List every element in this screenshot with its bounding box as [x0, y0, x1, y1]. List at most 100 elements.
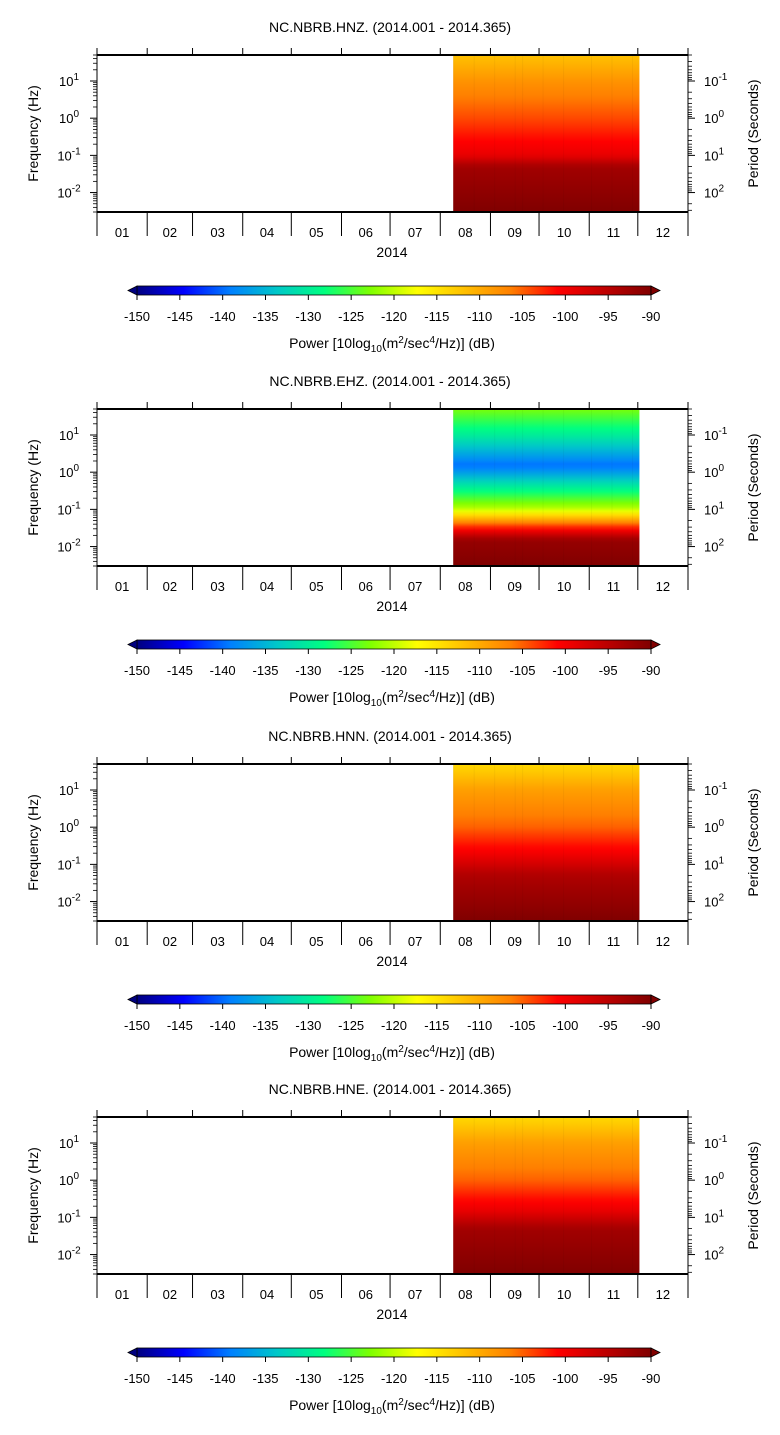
data-streak — [631, 409, 633, 566]
y2-tick-label: 101 — [704, 146, 724, 163]
data-streak — [591, 1117, 593, 1274]
colorbar-high-arrow — [650, 994, 661, 1005]
colorbar-tick-label: -95 — [599, 663, 618, 678]
x-tick-label: 03 — [210, 579, 224, 594]
colorbar — [136, 994, 652, 1005]
colorbar-tick-label: -130 — [295, 309, 321, 324]
y2-tick-label: 101 — [704, 500, 724, 517]
data-streak — [542, 1117, 544, 1274]
colorbar-high-arrow — [650, 639, 661, 650]
colorbar — [136, 285, 652, 296]
x-tick-label: 05 — [309, 225, 323, 240]
panel-4: NC.NBRB.HNE. (2014.001 - 2014.365) 01 02 03… — [25, 1081, 761, 1417]
y-tick-label: 101 — [59, 781, 79, 798]
colorbar-tick-label: -125 — [338, 309, 364, 324]
colorbar-tick-label: -120 — [381, 309, 407, 324]
colorbar-label: Power [10log10(m2/sec4/Hz)] (dB) — [289, 1044, 495, 1064]
colorbar-tick-label: -95 — [599, 1018, 618, 1033]
colorbar-tick-label: -145 — [167, 309, 193, 324]
colorbar-low-arrow — [127, 285, 138, 296]
y2-tick-label: 10-1 — [704, 72, 728, 89]
colorbar-tick-label: -95 — [599, 1371, 618, 1386]
colorbar-tick-label: -105 — [509, 1371, 535, 1386]
y-tick-label: 100 — [59, 1171, 79, 1188]
spectrogram-data — [453, 409, 640, 566]
colorbar-tick-label: -150 — [124, 1018, 150, 1033]
y2-tick-label: 100 — [704, 463, 724, 480]
y2-tick-label: 102 — [704, 184, 724, 201]
y2-axis-label: Period (Seconds) — [745, 433, 761, 541]
x-tick-label: 07 — [408, 579, 422, 594]
x-axis-label: 2014 — [376, 953, 407, 969]
colorbar — [136, 639, 652, 650]
y2-axis-label: Period (Seconds) — [745, 1141, 761, 1249]
data-streak — [494, 409, 496, 566]
data-streak — [542, 764, 544, 921]
colorbar-tick-label: -145 — [167, 1018, 193, 1033]
data-streak — [542, 55, 544, 212]
x-tick-label: 10 — [557, 579, 571, 594]
colorbar-tick-label: -140 — [210, 309, 236, 324]
y2-axis-label: Period (Seconds) — [745, 79, 761, 187]
y-axis-label: Frequency (Hz) — [25, 439, 41, 535]
y-tick-label: 100 — [59, 463, 79, 480]
x-tick-label: 10 — [557, 934, 571, 949]
colorbar-tick-label: -115 — [424, 663, 449, 678]
colorbar-tick-label: -140 — [210, 663, 236, 678]
data-streak — [473, 55, 475, 212]
colorbar-tick-label: -140 — [210, 1371, 236, 1386]
data-streak — [522, 764, 524, 921]
colorbar-tick-label: -145 — [167, 1371, 193, 1386]
x-tick-label: 01 — [115, 225, 129, 240]
x-tick-label: 08 — [458, 934, 472, 949]
x-tick-label: 05 — [309, 1287, 323, 1302]
y2-tick-label: 100 — [704, 818, 724, 835]
y-tick-label: 100 — [59, 109, 79, 126]
colorbar-tick-label: -110 — [467, 1371, 492, 1386]
x-tick-label: 01 — [115, 579, 129, 594]
data-streak — [473, 409, 475, 566]
colorbar-label: Power [10log10(m2/sec4/Hz)] (dB) — [289, 335, 495, 355]
data-streak — [631, 55, 633, 212]
x-tick-label: 02 — [163, 1287, 177, 1302]
y-tick-label: 10-1 — [57, 146, 81, 163]
x-tick-label: 04 — [260, 934, 274, 949]
data-streak — [453, 1117, 455, 1274]
colorbar — [136, 1347, 652, 1358]
colorbar-tick-label: -110 — [467, 309, 492, 324]
colorbar-low-arrow — [127, 1347, 138, 1358]
x-tick-label: 03 — [210, 934, 224, 949]
colorbar-tick-label: -135 — [252, 1018, 278, 1033]
y-tick-label: 101 — [59, 72, 79, 89]
y2-axis-label: Period (Seconds) — [745, 788, 761, 896]
colorbar-label: Power [10log10(m2/sec4/Hz)] (dB) — [289, 1397, 495, 1417]
data-streak — [563, 55, 565, 212]
data-streak — [494, 55, 496, 212]
x-tick-label: 12 — [656, 579, 670, 594]
x-tick-label: 01 — [115, 1287, 129, 1302]
colorbar-tick-label: -150 — [124, 1371, 150, 1386]
y2-tick-label: 100 — [704, 109, 724, 126]
colorbar-tick-label: -130 — [295, 1018, 321, 1033]
data-streak — [542, 409, 544, 566]
colorbar-tick-label: -100 — [552, 1018, 578, 1033]
data-streak — [591, 409, 593, 566]
x-tick-label: 09 — [508, 225, 522, 240]
y2-tick-label: 102 — [704, 538, 724, 555]
colorbar-tick-label: -100 — [552, 663, 578, 678]
data-streak — [453, 409, 455, 566]
colorbar-tick-label: -125 — [338, 1371, 364, 1386]
x-tick-label: 12 — [656, 934, 670, 949]
x-tick-label: 01 — [115, 934, 129, 949]
data-streak — [522, 409, 524, 566]
data-streak — [563, 409, 565, 566]
data-streak — [514, 764, 516, 921]
data-streak — [611, 764, 613, 921]
data-streak — [631, 1117, 633, 1274]
x-tick-label: 11 — [607, 225, 621, 240]
y-tick-label: 101 — [59, 1134, 79, 1151]
x-tick-label: 06 — [359, 225, 373, 240]
data-streak — [453, 764, 455, 921]
data-streak — [522, 55, 524, 212]
